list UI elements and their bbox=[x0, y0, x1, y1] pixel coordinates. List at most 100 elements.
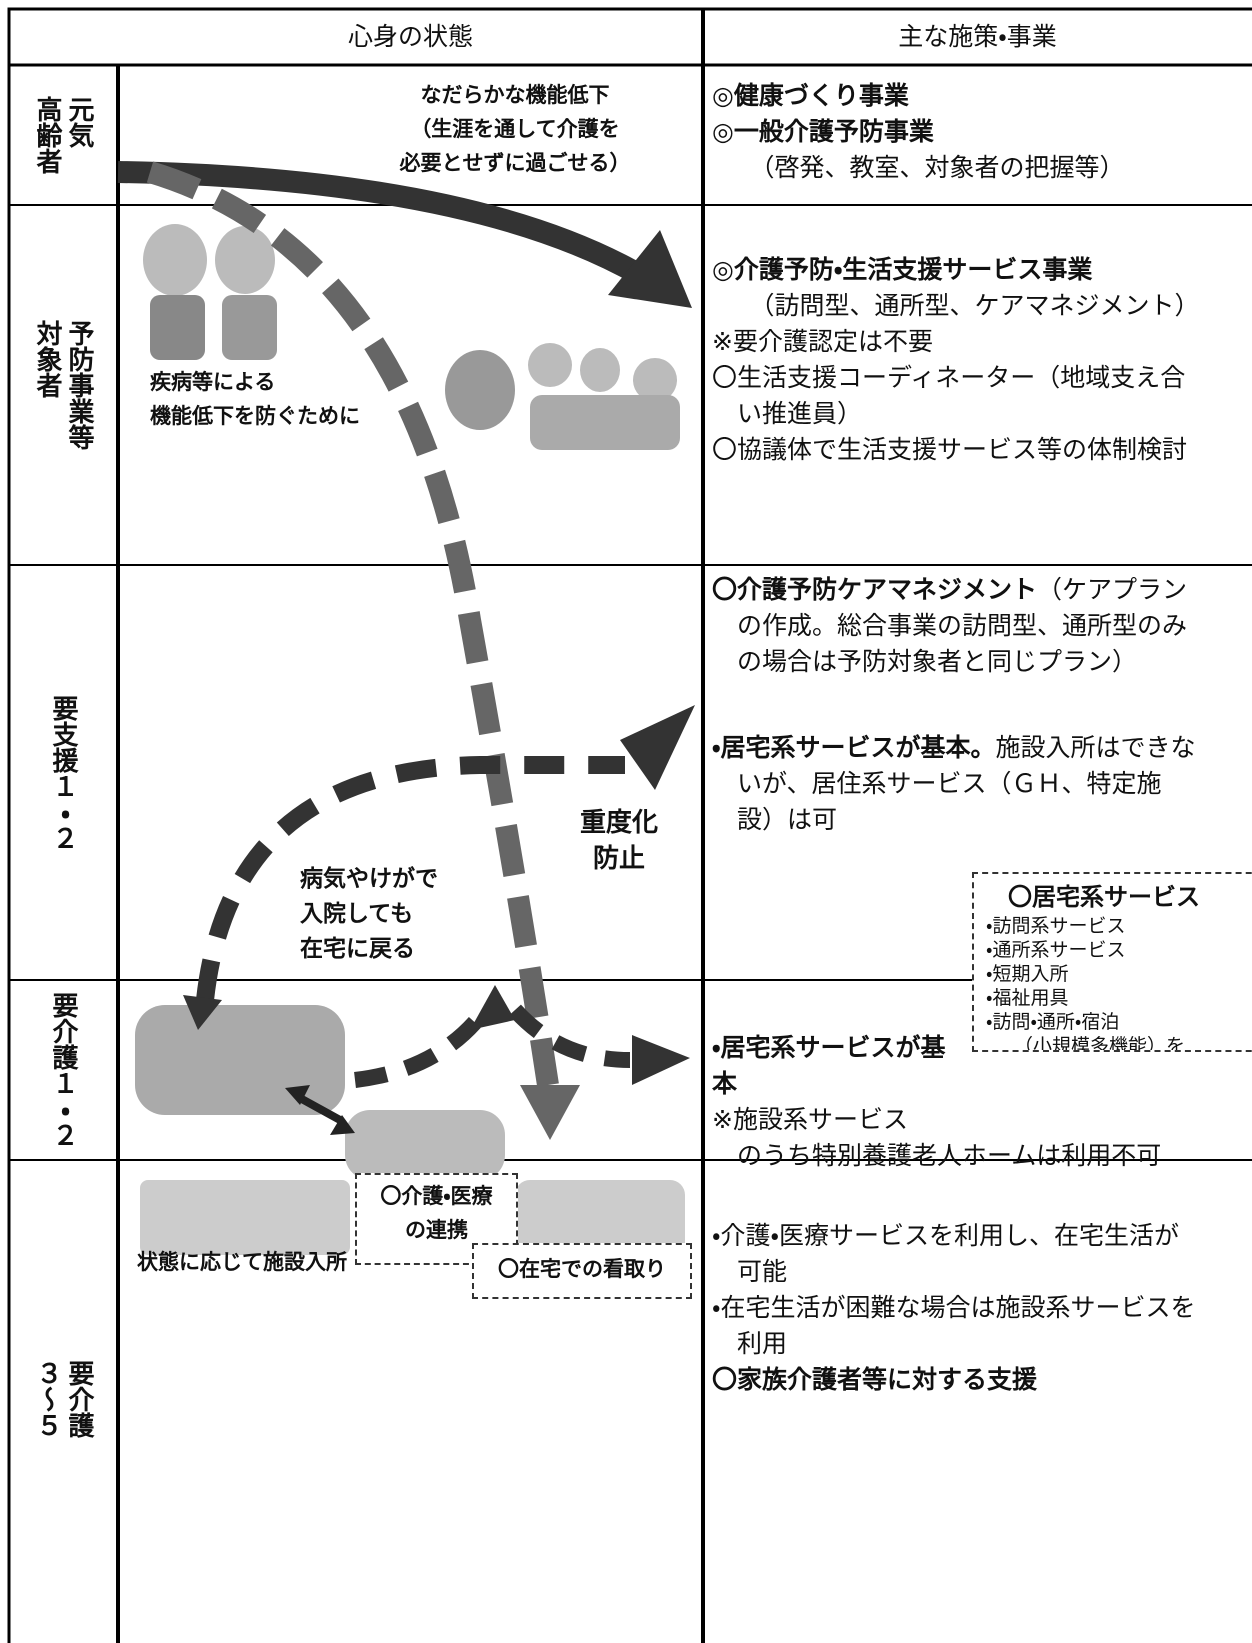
illustration bbox=[140, 1180, 350, 1255]
label-line: 予防事業等 bbox=[64, 320, 94, 450]
arrowhead bbox=[183, 995, 222, 1030]
arrowhead bbox=[620, 705, 695, 790]
bold-text: ◎健康づくり事業 bbox=[712, 81, 909, 110]
arrowhead bbox=[632, 1035, 690, 1085]
measures-cell: ◎健康づくり事業 ◎一般介護予防事業 （啓発、教室、対象者の把握等） bbox=[712, 78, 1198, 186]
illustration bbox=[150, 295, 205, 360]
annotation-line: 必要とせずに過ごせる） bbox=[399, 151, 631, 175]
box-item: ・訪問系サービス bbox=[986, 915, 1126, 937]
annotation-line: 入院しても bbox=[300, 901, 414, 927]
measure-item: 〇生活支援コーディネーター（地域支え合い推進員） bbox=[712, 360, 1198, 432]
text: ※施設系サービス bbox=[712, 1105, 908, 1134]
bold-text: ・居宅系サービスが基本。 bbox=[712, 733, 996, 762]
illustration bbox=[345, 1110, 505, 1180]
measure-item: ・居宅系サービスが基本 bbox=[712, 1030, 952, 1102]
text: ・在宅生活が困難な場合は施設系サービスを利用 bbox=[712, 1293, 1196, 1358]
text: 〇協議体で生活支援サービス等の体制検討 bbox=[712, 435, 1188, 464]
measure-item: 〇協議体で生活支援サービス等の体制検討 bbox=[712, 432, 1198, 468]
illustration bbox=[528, 343, 572, 387]
annotation: 重度化 防止 bbox=[580, 805, 658, 877]
arrowhead bbox=[520, 1085, 580, 1140]
text: ※要介護認定は不要 bbox=[712, 327, 933, 356]
home-services-box: 〇居宅系サービス ・訪問系サービス ・通所系サービス ・短期入所 ・福祉用具 ・… bbox=[972, 872, 1252, 1052]
box-item: ・訪問・通所・宿泊 bbox=[986, 1011, 1120, 1033]
row-label: 要介護 ３～５ bbox=[8, 1160, 118, 1643]
label-line: 元気 bbox=[64, 96, 94, 148]
measure-item: ◎介護予防・生活支援サービス事業 bbox=[712, 252, 1198, 288]
arrow bbox=[146, 161, 559, 1087]
annotation: 状態に応じて施設入所 bbox=[137, 1250, 347, 1274]
text: のうち特別養護老人ホームは利用不可 bbox=[737, 1141, 1162, 1170]
measure-item: 〇家族介護者等に対する支援 bbox=[712, 1362, 1198, 1398]
measures-cell: ・居宅系サービスが基本 ※施設系サービス のうち特別養護老人ホームは利用不可 bbox=[712, 1030, 1198, 1174]
illustration bbox=[530, 395, 680, 450]
row-label: 要支援１・２ bbox=[8, 565, 118, 980]
table-border bbox=[7, 7, 1252, 1643]
row-label: 予防事業等 対象者 bbox=[8, 205, 118, 565]
measure-item: 〇介護予防ケアマネジメント（ケアプランの作成。総合事業の訪問型、通所型のみの場合… bbox=[712, 572, 1198, 680]
measures-cell: 〇介護予防ケアマネジメント（ケアプランの作成。総合事業の訪問型、通所型のみの場合… bbox=[712, 572, 1198, 838]
annotation-line: 在宅に戻る bbox=[300, 936, 415, 962]
arrowhead bbox=[285, 1085, 310, 1105]
measure-item: （啓発、教室、対象者の把握等） bbox=[712, 150, 1198, 186]
illustration bbox=[135, 1005, 345, 1115]
text: （啓発、教室、対象者の把握等） bbox=[749, 153, 1125, 182]
box-item: （小規模多機能）を bbox=[1014, 1035, 1186, 1052]
measure-item: ・介護・医療サービスを利用し、在宅生活が可能 bbox=[712, 1218, 1198, 1290]
measure-item: ・居宅系サービスが基本。施設入所はできないが、居住系サービス（ＧＨ、特定施設）は… bbox=[712, 730, 1198, 838]
annotation-line: 疾病等による bbox=[150, 370, 276, 394]
measure-item: （訪問型、通所型、ケアマネジメント） bbox=[712, 288, 1200, 324]
box-title: 〇居宅系サービス bbox=[1008, 883, 1200, 911]
annotation-line: 防止 bbox=[593, 844, 646, 874]
box-item: ・福祉用具 bbox=[986, 987, 1069, 1009]
measure-item: ・在宅生活が困難な場合は施設系サービスを利用 bbox=[712, 1290, 1198, 1362]
text: 施設入所はできないが、居住系サービス（ＧＨ、特定施設）は可 bbox=[737, 733, 1196, 834]
table-lines bbox=[7, 7, 1252, 1643]
label-line: 要支援１・２ bbox=[48, 694, 78, 851]
row-label: 要介護１・２ bbox=[8, 980, 118, 1160]
measure-item: ※要介護認定は不要 bbox=[712, 324, 1198, 360]
bold-text: 〇介護予防ケアマネジメント bbox=[712, 575, 1038, 604]
header-right: 主な施策・事業 bbox=[898, 22, 1057, 51]
label-line: 対象者 bbox=[32, 320, 62, 398]
annotation-line: 重度化 bbox=[580, 808, 659, 838]
bold-text: ◎一般介護予防事業 bbox=[712, 117, 934, 146]
box-item: ・短期入所 bbox=[986, 963, 1069, 985]
text: ・介護・医療サービスを利用し、在宅生活が可能 bbox=[712, 1221, 1180, 1286]
measure-item: ※施設系サービス bbox=[712, 1102, 1198, 1138]
annotation-line: （生涯を通して介護を bbox=[410, 117, 620, 141]
arrow bbox=[117, 161, 646, 285]
arrowhead bbox=[330, 1115, 355, 1135]
annotation-line: 病気やけがで bbox=[300, 866, 438, 892]
text: （訪問型、通所型、ケアマネジメント） bbox=[749, 291, 1200, 320]
arrow bbox=[196, 756, 625, 1001]
measure-item: ◎一般介護予防事業 bbox=[712, 114, 1198, 150]
annotation-line: の連携 bbox=[405, 1218, 468, 1242]
illustration bbox=[143, 224, 207, 296]
header-left: 心身の状態 bbox=[347, 22, 473, 51]
arrowhead bbox=[608, 230, 692, 308]
annotation: 病気やけがで 入院しても 在宅に戻る bbox=[300, 862, 438, 967]
illustration bbox=[580, 348, 620, 392]
label-line: 要介護 bbox=[64, 1360, 94, 1438]
label-line: ３～５ bbox=[32, 1360, 62, 1438]
box-item: ・通所系サービス bbox=[986, 939, 1126, 961]
text: （ケアプランの作成。総合事業の訪問型、通所型のみの場合は予防対象者と同じプラン） bbox=[737, 575, 1188, 676]
measure-item: ◎健康づくり事業 bbox=[712, 78, 1198, 114]
measures-cell: ・介護・医療サービスを利用し、在宅生活が可能 ・在宅生活が困難な場合は施設系サー… bbox=[712, 1218, 1198, 1398]
arrows bbox=[117, 161, 695, 1236]
label-line: 要介護１・２ bbox=[48, 992, 78, 1148]
bold-text: ◎介護予防・生活支援サービス事業 bbox=[712, 255, 1093, 284]
illustration bbox=[222, 295, 277, 360]
measure-item: のうち特別養護老人ホームは利用不可 bbox=[712, 1138, 1198, 1174]
illustration bbox=[445, 350, 515, 430]
illustration bbox=[215, 226, 275, 294]
illustration bbox=[633, 358, 677, 402]
arrowhead bbox=[470, 985, 515, 1030]
label-line: 高齢者 bbox=[32, 96, 62, 174]
annotation-box: 〇在宅での看取り bbox=[472, 1243, 692, 1299]
text: 〇生活支援コーディネーター（地域支え合い推進員） bbox=[712, 363, 1186, 428]
annotation-line: 〇介護・医療 bbox=[380, 1184, 493, 1208]
